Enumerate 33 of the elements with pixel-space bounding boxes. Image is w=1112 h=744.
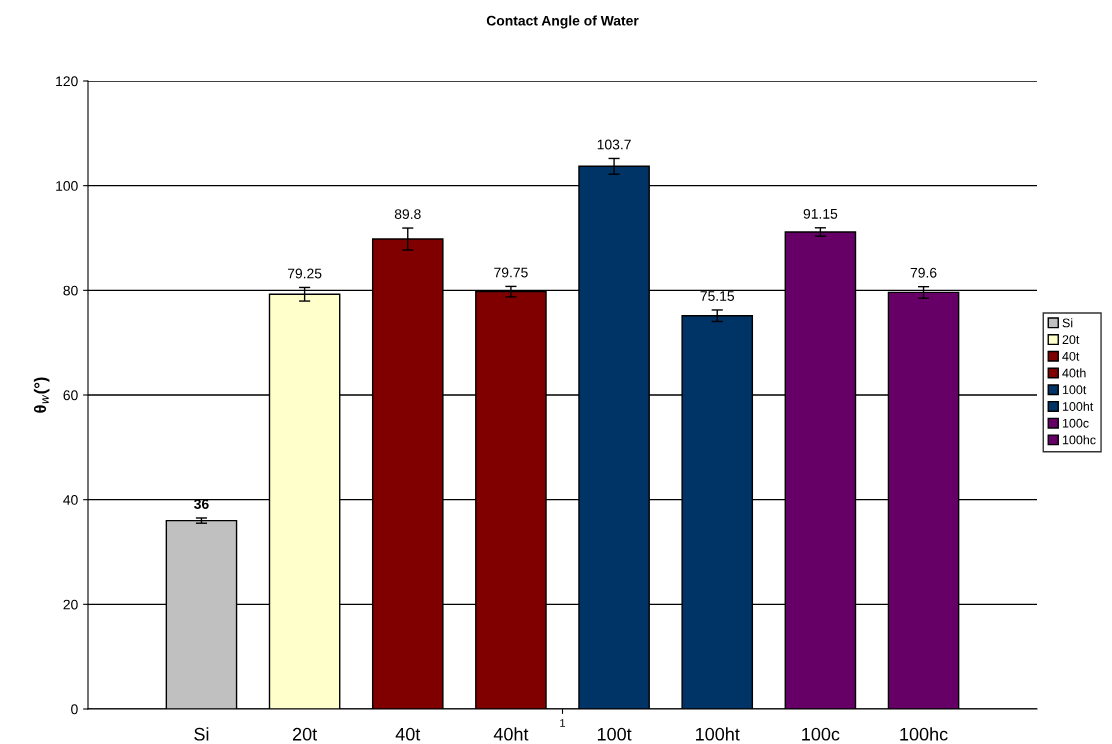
text: 100hc xyxy=(900,727,948,741)
y-tick-label: 120 xyxy=(56,76,78,87)
data-label: 79.75 xyxy=(494,267,528,278)
chart-title: Contact Angle of Water xyxy=(486,15,639,29)
data-label: 79.6 xyxy=(910,267,937,278)
text: 100c xyxy=(802,727,840,741)
y-tick-label: 20 xyxy=(63,599,78,610)
text: Si xyxy=(194,727,209,741)
legend-label: 40th xyxy=(1062,368,1086,378)
x-tick-label: 1 xyxy=(560,719,566,727)
y-tick-label: 60 xyxy=(63,390,78,401)
y-tick-label: 100 xyxy=(56,181,78,191)
data-label: 103.7 xyxy=(597,139,631,150)
text: 20t xyxy=(292,727,318,741)
data-label: 89.8 xyxy=(394,209,421,220)
y-axis-title: θ$_{w}$(°) xyxy=(33,377,50,413)
legend-label: Si xyxy=(1062,318,1073,328)
text: 40t xyxy=(395,727,421,741)
text: 100ht xyxy=(696,727,740,741)
text: 40ht xyxy=(493,727,529,741)
data-label: 91.15 xyxy=(803,208,838,219)
legend-label: 100t xyxy=(1062,385,1087,395)
legend-label: 20t xyxy=(1062,335,1080,345)
y-tick-label: 0 xyxy=(71,704,78,715)
text: 100t xyxy=(597,727,632,741)
legend-label: 100hc xyxy=(1062,435,1096,445)
data-label: 75.15 xyxy=(700,291,735,301)
data-label: 79.25 xyxy=(287,268,322,279)
y-tick-label: 80 xyxy=(63,285,78,296)
y-tick-label: 40 xyxy=(63,495,78,505)
legend-label: 40t xyxy=(1062,351,1080,361)
legend-label: 100ht xyxy=(1062,401,1094,411)
legend-label: 100c xyxy=(1062,418,1089,428)
